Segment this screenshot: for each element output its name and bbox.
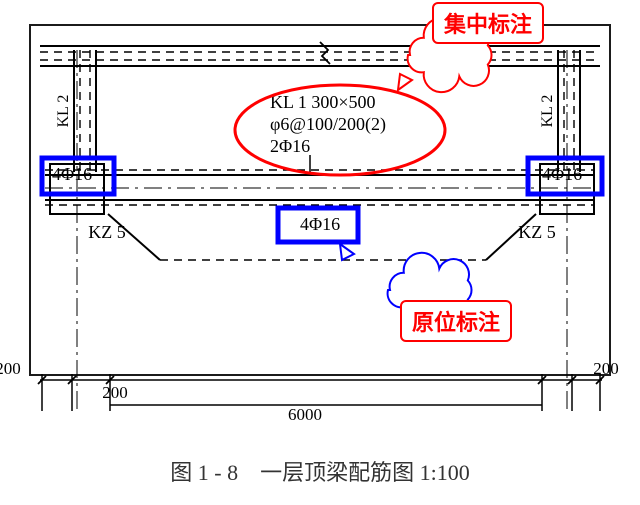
svg-text:φ6@100/200(2): φ6@100/200(2) [270, 114, 386, 135]
svg-text:KL 1 300×500: KL 1 300×500 [270, 92, 375, 112]
svg-text:4Φ16: 4Φ16 [52, 164, 92, 184]
figure-caption: 图 1 - 8 一层顶梁配筋图 1:100 [0, 455, 640, 487]
svg-text:6000: 6000 [288, 405, 322, 424]
svg-text:2Φ16: 2Φ16 [270, 136, 310, 156]
diagram-root: KL 2KL 2KZ 5KZ 5KL 1 300×500φ6@100/200(2… [0, 0, 640, 505]
svg-text:4Φ16: 4Φ16 [542, 164, 582, 184]
svg-text:200: 200 [593, 359, 619, 378]
callout-label-top: 集中标注 [432, 2, 544, 44]
diagram-svg: KL 2KL 2KZ 5KZ 5KL 1 300×500φ6@100/200(2… [0, 0, 640, 505]
svg-text:KL 2: KL 2 [55, 95, 72, 128]
callout-label-bot: 原位标注 [400, 300, 512, 342]
svg-text:KL 2: KL 2 [539, 95, 556, 128]
svg-text:200: 200 [0, 359, 21, 378]
svg-text:4Φ16: 4Φ16 [300, 214, 340, 234]
svg-text:200: 200 [102, 383, 128, 402]
